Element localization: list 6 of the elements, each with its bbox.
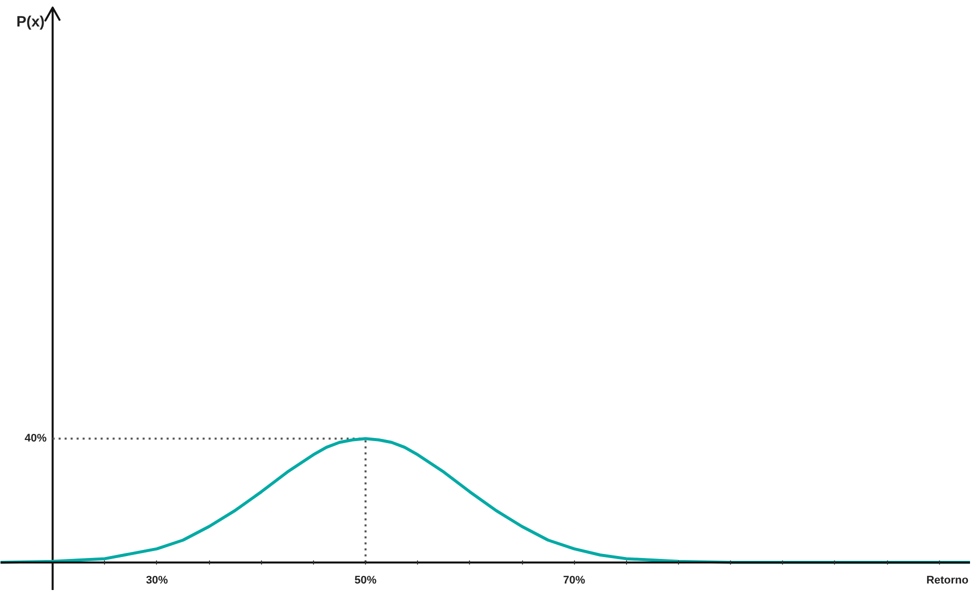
x-tick-label: 30% xyxy=(146,574,168,586)
x-tick-label: 70% xyxy=(563,574,586,586)
x-tick-label: 50% xyxy=(354,574,377,586)
x-axis-title: Retorno xyxy=(926,574,969,586)
annotation: 40% xyxy=(24,432,47,445)
text: P(x) xyxy=(16,14,45,30)
